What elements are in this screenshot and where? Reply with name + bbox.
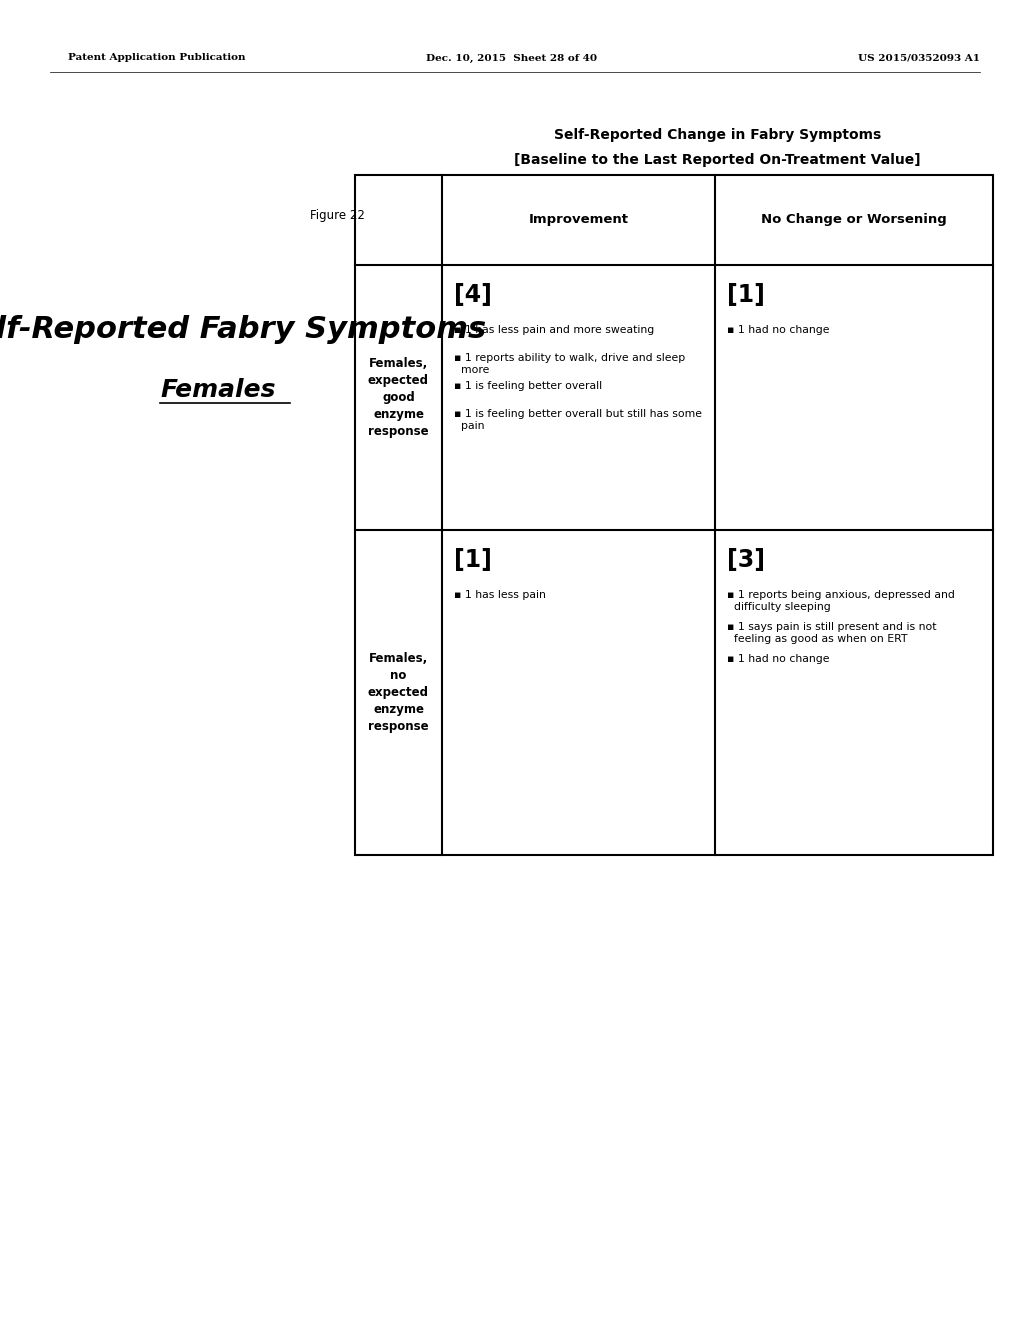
Text: Self-Reported Fabry Symptoms: Self-Reported Fabry Symptoms [0,315,486,345]
Text: ▪ 1 has less pain: ▪ 1 has less pain [454,590,546,601]
Text: [Baseline to the Last Reported On-Treatment Value]: [Baseline to the Last Reported On-Treatm… [514,153,921,168]
Text: ▪ 1 reports being anxious, depressed and
  difficulty sleeping: ▪ 1 reports being anxious, depressed and… [727,590,954,612]
Text: ▪ 1 has less pain and more sweating: ▪ 1 has less pain and more sweating [454,325,654,335]
Text: ▪ 1 had no change: ▪ 1 had no change [727,325,829,335]
Text: Dec. 10, 2015  Sheet 28 of 40: Dec. 10, 2015 Sheet 28 of 40 [426,54,598,62]
Text: Females,
no
expected
enzyme
response: Females, no expected enzyme response [368,652,429,733]
Text: Females,
expected
good
enzyme
response: Females, expected good enzyme response [368,356,429,438]
Text: Females: Females [160,378,275,403]
Text: [1]: [1] [454,548,492,572]
Text: ▪ 1 is feeling better overall but still has some
  pain: ▪ 1 is feeling better overall but still … [454,409,702,432]
Text: Patent Application Publication: Patent Application Publication [68,54,246,62]
Text: Figure 22: Figure 22 [310,209,365,222]
Text: [1]: [1] [727,282,765,308]
Text: ▪ 1 reports ability to walk, drive and sleep
  more: ▪ 1 reports ability to walk, drive and s… [454,352,685,375]
Text: ▪ 1 says pain is still present and is not
  feeling as good as when on ERT: ▪ 1 says pain is still present and is no… [727,622,937,644]
Text: Self-Reported Change in Fabry Symptoms: Self-Reported Change in Fabry Symptoms [554,128,881,143]
Text: [3]: [3] [727,548,765,572]
Text: US 2015/0352093 A1: US 2015/0352093 A1 [858,54,980,62]
Text: ▪ 1 is feeling better overall: ▪ 1 is feeling better overall [454,381,602,391]
Text: Improvement: Improvement [528,214,629,227]
Text: ▪ 1 had no change: ▪ 1 had no change [727,653,829,664]
Text: [4]: [4] [454,282,492,308]
Bar [355,176,993,855]
Text: No Change or Worsening: No Change or Worsening [761,214,947,227]
